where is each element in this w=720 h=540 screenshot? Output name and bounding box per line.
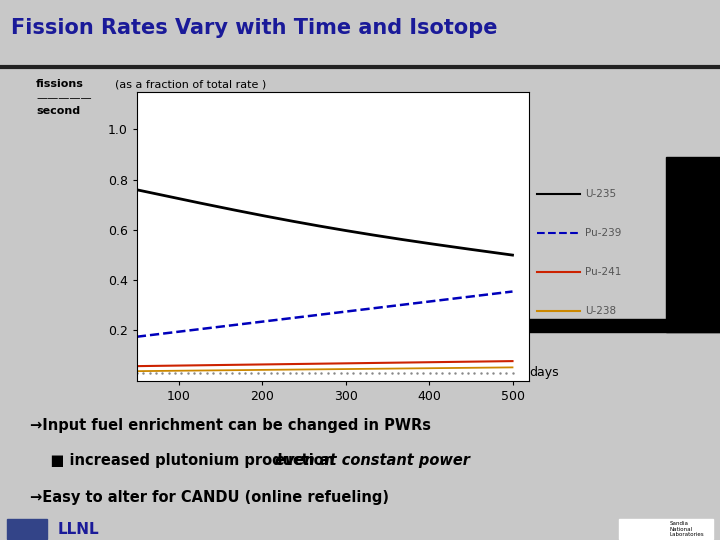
Text: —————: ————— xyxy=(36,92,91,103)
Text: Pu-241: Pu-241 xyxy=(585,267,621,276)
Text: (as a fraction of total rate ): (as a fraction of total rate ) xyxy=(115,79,266,89)
Text: ■ increased plutonium production: ■ increased plutonium production xyxy=(30,453,339,468)
Text: U-235: U-235 xyxy=(585,189,616,199)
Text: U-238: U-238 xyxy=(585,306,616,315)
Text: →Easy to alter for CANDU (online refueling): →Easy to alter for CANDU (online refueli… xyxy=(30,490,389,505)
Text: Pu-239: Pu-239 xyxy=(585,228,621,238)
Text: →Input fuel enrichment can be changed in PWRs: →Input fuel enrichment can be changed in… xyxy=(30,418,431,433)
Text: fissions: fissions xyxy=(36,79,84,89)
Text: second: second xyxy=(36,106,80,116)
Text: LLNL: LLNL xyxy=(58,522,99,537)
Bar xyxy=(7,519,47,539)
Text: even at constant power: even at constant power xyxy=(275,453,470,468)
Text: Fission Rates Vary with Time and Isotope: Fission Rates Vary with Time and Isotope xyxy=(11,18,498,38)
Text: Sandia
National
Laboratories: Sandia National Laboratories xyxy=(670,521,704,537)
Text: days: days xyxy=(529,366,559,379)
Bar xyxy=(619,519,713,539)
